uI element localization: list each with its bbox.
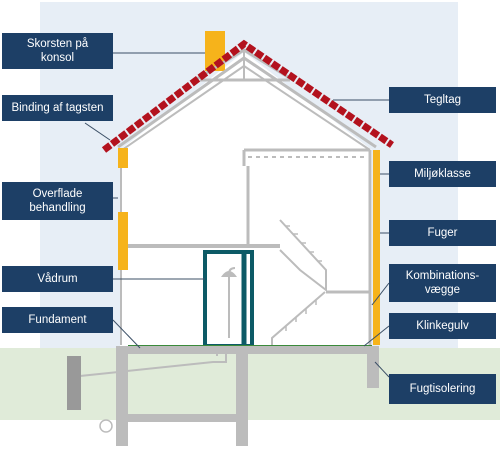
- staircase-upper: [279, 219, 327, 293]
- label-tile-roof: Tegltag: [389, 87, 496, 113]
- label-combination-walls: Kombinations- vægge: [389, 264, 496, 302]
- staircase-lower: [271, 291, 326, 345]
- label-wet-room: Vådrum: [2, 266, 113, 292]
- stair-steps: [285, 225, 322, 331]
- leader-lines: [84, 52, 390, 378]
- label-foundation: Fundament: [2, 307, 113, 333]
- label-chimney: Skorsten på konsol: [2, 33, 113, 69]
- roof-underlay: [117, 56, 377, 149]
- roof-inner-line: [121, 64, 371, 151]
- label-surface-treatment: Overflade behandling: [2, 182, 113, 220]
- drain-well: [67, 356, 81, 410]
- label-joints: Fuger: [389, 220, 496, 246]
- environment-class-wall: [373, 150, 380, 345]
- surface-treatment-bottom: [118, 212, 128, 270]
- label-roof-binding: Binding af tagsten: [2, 95, 113, 121]
- foundation-middle: [236, 346, 248, 446]
- shower-icon: [220, 267, 238, 338]
- label-environment-class: Miljøklasse: [389, 161, 496, 187]
- label-tile-floor: Klinkegulv: [389, 313, 496, 339]
- foundation-slab: [116, 346, 379, 354]
- roof-tiles: [101, 39, 394, 153]
- label-damp-proofing: Fugtisolering: [389, 374, 496, 404]
- basement-floor: [128, 414, 236, 422]
- surface-treatment-top: [118, 148, 128, 168]
- drain-pipe-icon: [79, 346, 227, 377]
- foundation-right: [367, 346, 379, 388]
- drain-outlet: [99, 419, 113, 433]
- foundation-left: [116, 346, 128, 446]
